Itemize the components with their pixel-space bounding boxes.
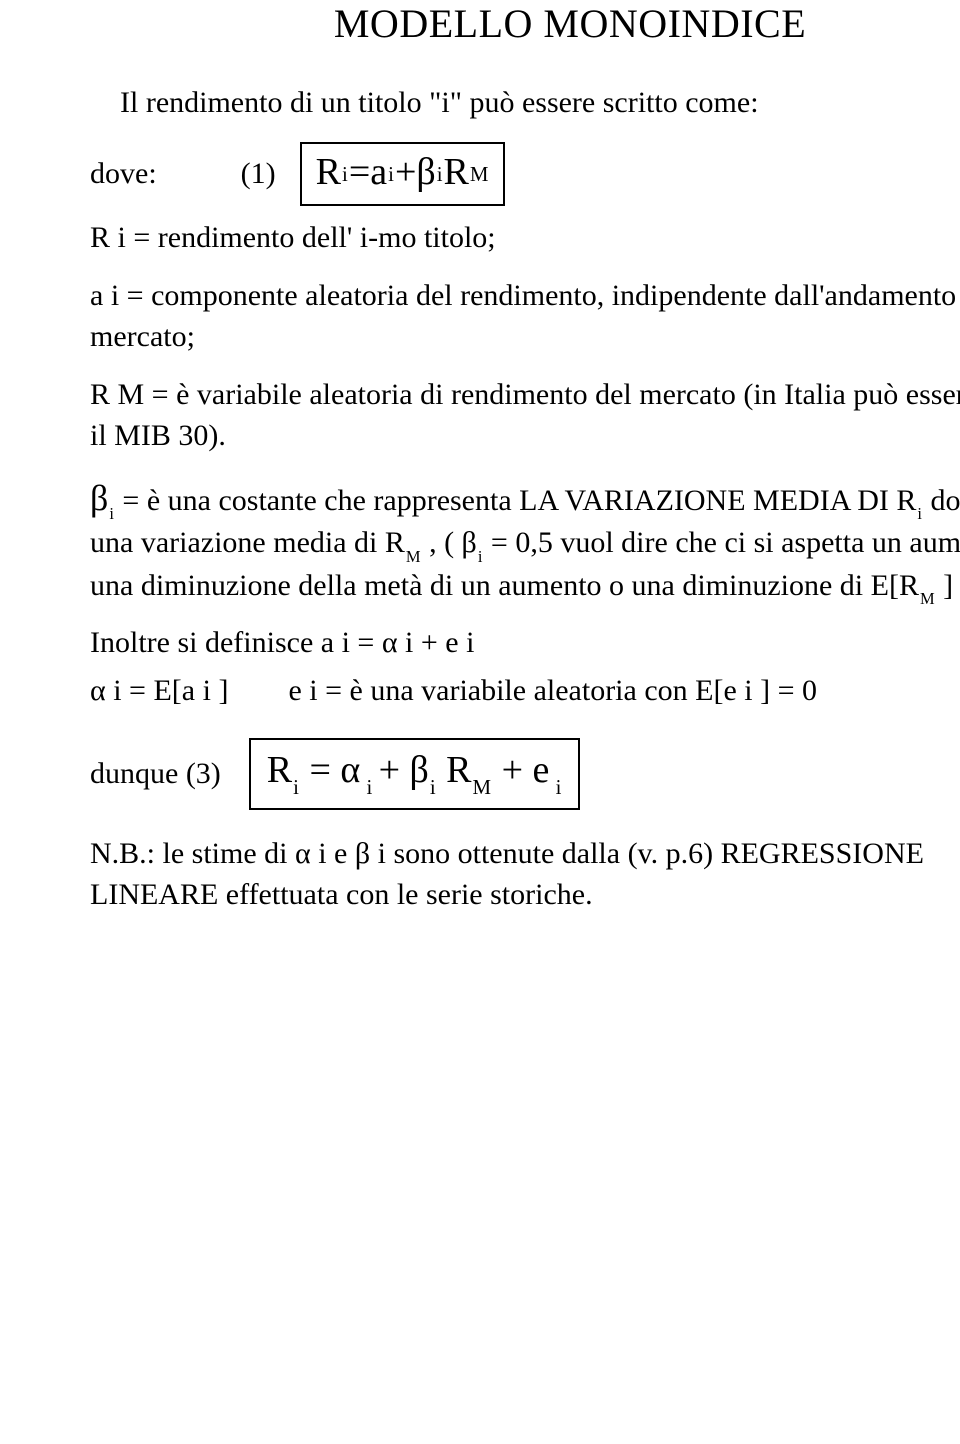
def-ai: a i = componente aleatoria del rendiment… <box>90 276 960 357</box>
e-def: e i = è una variabile aleatoria con E[e … <box>288 674 817 708</box>
page-title: MODELLO MONOINDICE <box>90 0 960 47</box>
def-RM: R M = è variabile aleatoria di rendiment… <box>90 375 960 456</box>
alpha-def: α i = E[a i ] <box>90 674 228 708</box>
intro-line: Il rendimento di un titolo "i" può esser… <box>120 83 960 124</box>
eq3-R: R <box>267 749 292 791</box>
beta-symbol: β <box>90 478 108 518</box>
beta-text5: ] ). <box>943 569 960 602</box>
eq1-a-sub: i <box>388 162 394 187</box>
beta-text3-sub: i <box>478 547 483 566</box>
beta-text1-sub: i <box>917 504 922 523</box>
eq1-plus: + <box>395 150 416 194</box>
eq1-beta-sub: i <box>437 162 443 187</box>
def-Ri: R i = rendimento dell' i-mo titolo; <box>90 218 960 259</box>
definition-2-row: Inoltre si definisce a i = α i + e i (2) <box>90 626 960 660</box>
equation-1-label: (1) <box>241 157 276 191</box>
equation-1-box: Ri = ai + βi RM <box>300 142 506 206</box>
footer-note: N.B.: le stime di α i e β i sono ottenut… <box>90 834 960 915</box>
eq1-lhs-sub: i <box>342 162 348 187</box>
eq1-lhs: R <box>316 150 341 194</box>
definition-2-left: Inoltre si definisce a i = α i + e i <box>90 626 474 660</box>
eq3-e: e <box>533 749 550 791</box>
beta-text1: = è una costante che rappresenta LA VARI… <box>122 484 916 517</box>
equation-3-box: Ri = α i + βi RM + e i <box>249 738 581 811</box>
beta-text4-sub: M <box>920 589 935 608</box>
eq3-eq: = <box>309 749 340 791</box>
beta-text3: , ( β <box>429 526 477 559</box>
equation-3-row: dunque (3) Ri = α i + βi RM + e i <box>90 738 960 811</box>
eq1-a: a <box>370 150 387 194</box>
eq3-beta-sub: i <box>430 775 436 799</box>
beta-paragraph: βi = è una costante che rappresenta LA V… <box>90 474 960 608</box>
eq3-plus1: + <box>379 749 410 791</box>
equation-1-row: dove: (1) Ri = ai + βi RM <box>90 142 960 206</box>
dunque-label: dunque (3) <box>90 757 221 791</box>
eq3-RM-sub: M <box>473 775 492 799</box>
eq1-beta: β <box>416 150 435 194</box>
eq1-R: R <box>444 150 469 194</box>
eq1-R-sub: M <box>470 162 489 187</box>
eq3-alpha: α <box>340 749 360 791</box>
eq3-alpha-sub: i <box>361 775 377 799</box>
dove-label: dove: <box>90 157 157 191</box>
eq3-R-sub: i <box>293 775 299 799</box>
eq3-e-sub: i <box>550 775 561 799</box>
beta-sub: i <box>109 504 114 523</box>
eq1-eq: = <box>349 150 370 194</box>
eq3-RM: R <box>446 749 471 791</box>
beta-text2-sub: M <box>406 547 421 566</box>
alpha-e-row: α i = E[a i ] e i = è una variabile alea… <box>90 674 960 708</box>
eq3-beta: β <box>410 749 429 791</box>
eq3-plus2: + <box>502 749 533 791</box>
